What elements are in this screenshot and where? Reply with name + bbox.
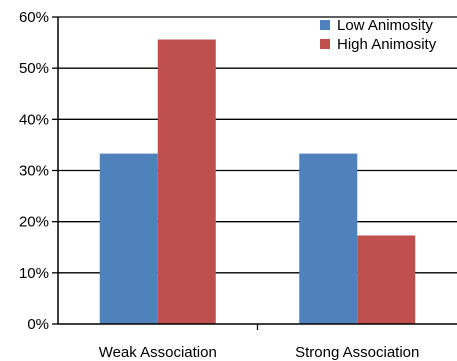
legend: Low Animosity High Animosity [320,17,437,53]
legend-swatch [320,20,330,30]
x-tick-label: Strong Association [295,344,419,361]
bar-high-animosity [357,235,416,324]
y-tick-label: 40% [19,111,49,128]
y-tick-label: 0% [27,316,49,333]
y-tick-label: 50% [19,60,49,77]
bar-high-animosity [157,39,216,324]
legend-swatch [320,39,330,49]
bar-low-animosity [99,153,158,324]
y-tick-label: 30% [19,163,49,180]
x-tick-label: Weak Association [99,344,217,361]
y-tick-label: 20% [19,214,49,231]
y-tick-label: 60% [19,9,49,26]
legend-label: Low Animosity [337,17,433,34]
bars [99,39,416,324]
y-tick-label: 10% [19,265,49,282]
legend-label: High Animosity [337,36,437,53]
axes: 0% 10% 20% 30% 40% 50% 60% Weak Association Stro… [19,9,457,361]
bar-low-animosity [299,153,358,324]
